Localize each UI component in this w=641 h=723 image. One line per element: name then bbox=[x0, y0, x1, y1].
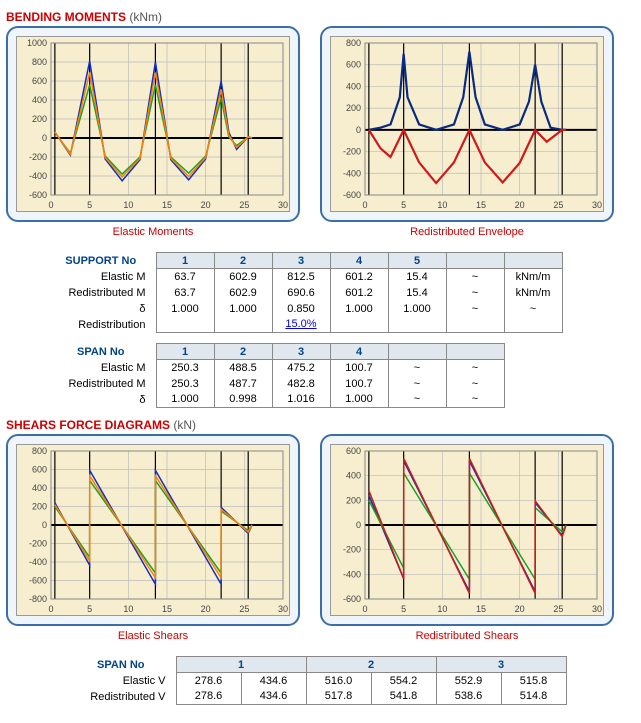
svg-text:0: 0 bbox=[362, 604, 367, 614]
svg-text:-200: -200 bbox=[29, 152, 47, 162]
svg-text:0: 0 bbox=[42, 133, 47, 143]
svg-text:1000: 1000 bbox=[27, 38, 47, 48]
svg-text:800: 800 bbox=[32, 446, 47, 456]
svg-text:200: 200 bbox=[346, 495, 361, 505]
svg-text:200: 200 bbox=[32, 502, 47, 512]
svg-text:25: 25 bbox=[553, 200, 563, 210]
svg-text:20: 20 bbox=[515, 200, 525, 210]
svg-text:0: 0 bbox=[362, 200, 367, 210]
svg-text:400: 400 bbox=[346, 81, 361, 91]
svg-text:600: 600 bbox=[32, 76, 47, 86]
svg-text:20: 20 bbox=[201, 200, 211, 210]
svg-text:15: 15 bbox=[162, 200, 172, 210]
svg-text:-600: -600 bbox=[29, 190, 47, 200]
svg-text:20: 20 bbox=[515, 604, 525, 614]
svg-text:20: 20 bbox=[201, 604, 211, 614]
svg-text:0: 0 bbox=[356, 125, 361, 135]
span-table: SPAN No1234Elastic M250.3488.5475.2100.7… bbox=[46, 343, 635, 408]
svg-text:0: 0 bbox=[48, 200, 53, 210]
elastic-moments-chart: -600 -400 -200 0 200 400 600 800 1000 0 5 10 15 20 25 3… bbox=[6, 26, 300, 222]
svg-text:-800: -800 bbox=[29, 594, 47, 604]
svg-text:30: 30 bbox=[592, 604, 602, 614]
svg-text:-600: -600 bbox=[343, 190, 361, 200]
svg-text:400: 400 bbox=[32, 95, 47, 105]
svg-text:30: 30 bbox=[278, 200, 288, 210]
svg-text:0: 0 bbox=[48, 604, 53, 614]
svg-text:5: 5 bbox=[401, 604, 406, 614]
svg-text:-200: -200 bbox=[343, 147, 361, 157]
svg-text:-600: -600 bbox=[343, 594, 361, 604]
svg-text:200: 200 bbox=[346, 103, 361, 113]
svg-text:5: 5 bbox=[401, 200, 406, 210]
shear-charts: -800-600-400-200020040060080005101520253… bbox=[6, 434, 635, 650]
svg-text:30: 30 bbox=[592, 200, 602, 210]
svg-text:5: 5 bbox=[87, 604, 92, 614]
svg-text:600: 600 bbox=[346, 60, 361, 70]
bending-moments-charts: -600-400-2000200400600800100005101520253… bbox=[6, 26, 635, 246]
svg-text:600: 600 bbox=[32, 465, 47, 475]
svg-text:25: 25 bbox=[239, 200, 249, 210]
redistributed-shears-chart: -600 -400 -200 0 200 400 600 0 5 10 15 20 25 30 bbox=[320, 434, 614, 626]
svg-text:-400: -400 bbox=[29, 171, 47, 181]
svg-text:800: 800 bbox=[346, 38, 361, 48]
svg-text:10: 10 bbox=[437, 200, 447, 210]
shear-table: SPAN No123Elastic V278.6434.6516.0554.25… bbox=[66, 656, 635, 705]
svg-text:200: 200 bbox=[32, 114, 47, 124]
svg-text:5: 5 bbox=[87, 200, 92, 210]
svg-text:10: 10 bbox=[123, 604, 133, 614]
redistributed-shears-caption: Redistributed Shears bbox=[320, 630, 614, 642]
svg-text:15: 15 bbox=[476, 604, 486, 614]
svg-text:10: 10 bbox=[437, 604, 447, 614]
redistributed-envelope-chart: -600 -400 -200 0 200 400 600 800 0 5 10 15 20 25 30 bbox=[320, 26, 614, 222]
svg-text:-400: -400 bbox=[343, 569, 361, 579]
svg-text:400: 400 bbox=[32, 483, 47, 493]
svg-text:15: 15 bbox=[476, 200, 486, 210]
redistributed-envelope-caption: Redistributed Envelope bbox=[320, 226, 614, 238]
svg-text:-400: -400 bbox=[343, 168, 361, 178]
redistribution-link[interactable]: 15.0% bbox=[285, 318, 316, 330]
elastic-shears-caption: Elastic Shears bbox=[6, 630, 300, 642]
elastic-shears-chart: -800 -600 -400 -200 0 200 400 600 800 0 5 10 15 20 25 3… bbox=[6, 434, 300, 626]
svg-text:800: 800 bbox=[32, 57, 47, 67]
bending-moments-title: BENDING MOMENTS (kNm) bbox=[6, 10, 635, 24]
svg-text:0: 0 bbox=[356, 520, 361, 530]
svg-text:25: 25 bbox=[553, 604, 563, 614]
shears-title: SHEARS FORCE DIAGRAMS (kN) bbox=[6, 418, 635, 432]
svg-text:-600: -600 bbox=[29, 576, 47, 586]
svg-text:15: 15 bbox=[162, 604, 172, 614]
svg-text:-200: -200 bbox=[343, 545, 361, 555]
elastic-moments-caption: Elastic Moments bbox=[6, 226, 300, 238]
svg-text:10: 10 bbox=[123, 200, 133, 210]
svg-text:0: 0 bbox=[42, 520, 47, 530]
svg-text:600: 600 bbox=[346, 446, 361, 456]
svg-text:-400: -400 bbox=[29, 557, 47, 567]
support-table: SUPPORT No12345Elastic M63.7602.9812.560… bbox=[46, 252, 635, 333]
svg-text:-200: -200 bbox=[29, 539, 47, 549]
svg-text:400: 400 bbox=[346, 471, 361, 481]
svg-text:25: 25 bbox=[239, 604, 249, 614]
svg-text:30: 30 bbox=[278, 604, 288, 614]
